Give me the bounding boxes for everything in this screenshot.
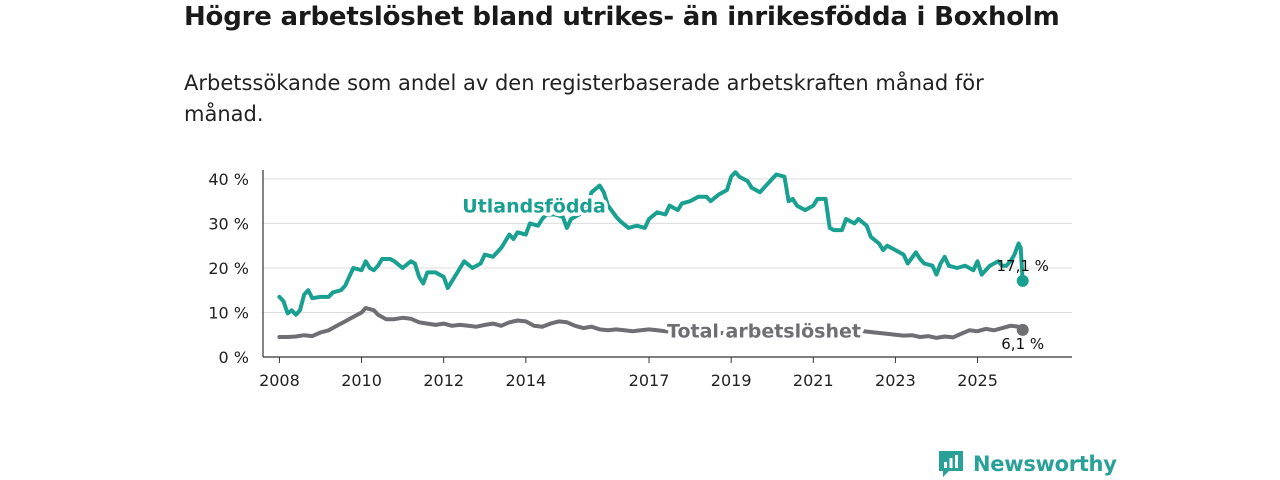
x-tick-label: 2008 <box>259 371 300 390</box>
y-tick-label: 30 % <box>208 214 249 233</box>
x-tick-label: 2019 <box>711 371 752 390</box>
series-label: Total arbetslöshet <box>667 320 861 342</box>
x-tick-label: 2023 <box>875 371 916 390</box>
series-label: Utlandsfödda <box>462 196 606 218</box>
series-line-total <box>277 306 1025 340</box>
x-tick-label: 2017 <box>629 371 670 390</box>
brand-logo: Newsworthy <box>937 449 1117 479</box>
series-end-marker <box>1016 274 1029 287</box>
chart-subtitle: Arbetssökande som andel av den registerb… <box>184 71 984 126</box>
chart-title: Högre arbetslöshet bland utrikes- än inr… <box>184 2 1060 32</box>
series-lines <box>277 170 1029 340</box>
brand-name: Newsworthy <box>973 452 1117 476</box>
series-label-halo: Utlandsfödda <box>462 196 606 218</box>
y-axis: 0 % 10 % 20 % 30 % 40 % <box>208 170 264 367</box>
x-tick-label: 2025 <box>957 371 998 390</box>
gridlines <box>263 178 1072 313</box>
end-value-label: 6,1 % <box>1001 335 1044 353</box>
x-tick-label: 2021 <box>793 371 834 390</box>
x-tick-label: 2010 <box>341 371 382 390</box>
y-tick-label: 0 % <box>219 348 249 367</box>
x-tick-label: 2012 <box>423 371 464 390</box>
y-tick-label: 20 % <box>208 259 249 278</box>
x-axis: 2008 2010 2012 2014 2017 2019 2021 2023 2025 <box>259 356 1072 390</box>
y-tick-label: 10 % <box>208 303 249 322</box>
series-line-utlandsfodda <box>277 170 1025 317</box>
y-tick-label: 40 % <box>208 170 249 189</box>
series-labels: 17,1 %6,1 %UtlandsföddaUtlandsföddaTotal… <box>459 192 1049 353</box>
end-value-label: 17,1 % <box>997 257 1049 275</box>
x-tick-label: 2014 <box>505 371 546 390</box>
series-label-halo: Total arbetslöshet <box>667 320 861 342</box>
series-end-marker <box>1016 323 1029 336</box>
newsworthy-logo-icon <box>939 451 963 477</box>
